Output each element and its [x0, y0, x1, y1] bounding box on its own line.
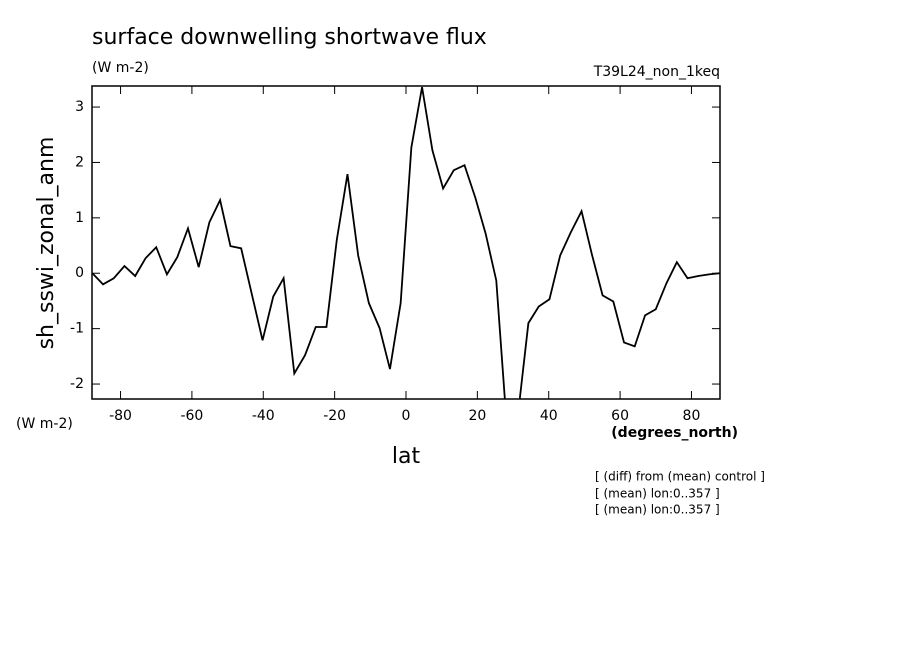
y-axis-label: sh_sswi_zonal_anm [34, 137, 59, 350]
run-label: T39L24_non_1keq [593, 64, 720, 80]
y-tick-label: -2 [70, 376, 84, 392]
subtitle: (W m-2) [92, 60, 149, 76]
x-tick-label: 20 [468, 408, 486, 424]
x-tick-label: 40 [540, 408, 558, 424]
y-unit: (W m-2) [16, 416, 73, 432]
note: [ (mean) lon:0..357 ] [595, 487, 720, 501]
x-tick-label: 0 [402, 408, 411, 424]
y-tick-label: 2 [75, 154, 84, 170]
data-line [92, 86, 720, 399]
x-tick-label: -80 [109, 408, 132, 424]
note: [ (diff) from (mean) control ] [595, 470, 765, 484]
plot-frame [91, 85, 721, 400]
note: [ (mean) lon:0..357 ] [595, 503, 720, 517]
y-tick-label: 1 [75, 210, 84, 226]
y-tick-label: 3 [75, 99, 84, 115]
x-tick-label: -60 [180, 408, 203, 424]
x-tick-label: 60 [611, 408, 629, 424]
x-tick-label: 80 [683, 408, 701, 424]
x-tick-label: -20 [323, 408, 346, 424]
x-tick-label: -40 [252, 408, 275, 424]
y-tick-label: -1 [70, 321, 84, 337]
y-tick-label: 0 [75, 265, 84, 281]
x-axis-label: lat [392, 444, 421, 469]
chart-title: surface downwelling shortwave flux [92, 25, 487, 50]
x-unit: (degrees_north) [611, 425, 738, 441]
